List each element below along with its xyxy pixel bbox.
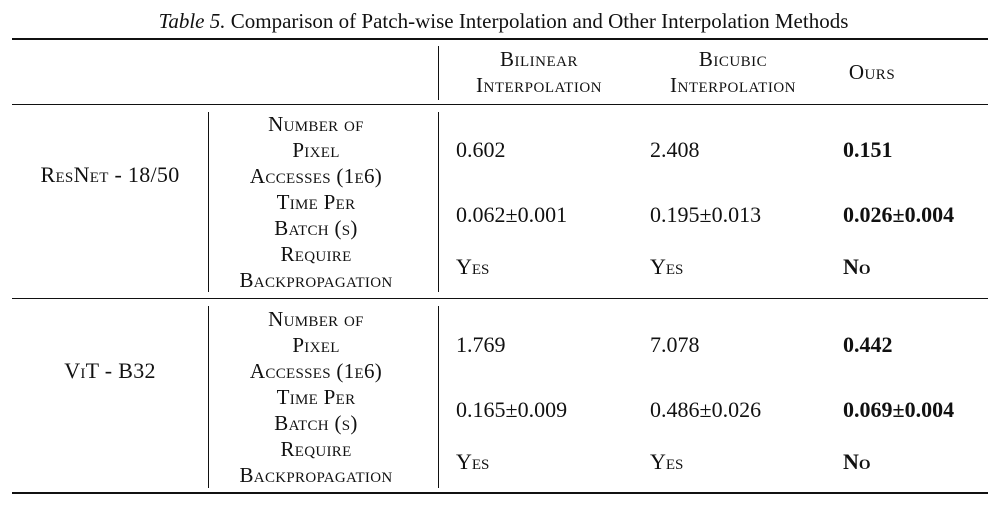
cell-bilinear: 1.769 xyxy=(456,332,506,357)
cell-ours: 0.026±0.004 xyxy=(843,202,955,227)
caption-text: Comparison of Patch-wise Interpolation a… xyxy=(230,9,849,33)
metric-line: Time Per xyxy=(276,385,356,409)
metric-line: Batch (s) xyxy=(274,411,358,435)
cell-bilinear: Yes xyxy=(456,449,490,474)
cell-ours: No xyxy=(843,449,871,474)
metric-line: Pixel xyxy=(292,333,340,357)
metric-line: Require xyxy=(280,437,352,461)
cell-bilinear: Yes xyxy=(456,254,490,279)
metric-divider-1 xyxy=(438,112,439,292)
model-divider-2 xyxy=(208,306,209,488)
metric-line: Require xyxy=(280,242,352,266)
model-divider-1 xyxy=(208,112,209,292)
cell-ours: 0.069±0.004 xyxy=(843,397,955,422)
header-rule xyxy=(12,104,988,105)
header-bilinear-line2: Interpolation xyxy=(476,73,602,97)
cell-bicubic: 7.078 xyxy=(650,332,700,357)
header-bilinear: Bilinear Interpolation xyxy=(450,46,628,98)
cell-bicubic: 0.486±0.026 xyxy=(650,397,762,422)
header-bicubic-line1: Bicubic xyxy=(698,47,768,71)
header-ours-label: Ours xyxy=(848,60,896,84)
model-resnet: ResNet - 18/50 xyxy=(40,162,180,187)
header-bilinear-line1: Bilinear xyxy=(500,47,578,71)
metric-line: Batch (s) xyxy=(274,216,358,240)
metric-line: Accesses (1e6) xyxy=(249,359,383,383)
cell-bicubic: Yes xyxy=(650,449,684,474)
cell-ours: 0.442 xyxy=(843,332,893,357)
bottom-rule xyxy=(12,492,988,494)
metric-line: Pixel xyxy=(292,138,340,162)
metric-line: Number of xyxy=(268,307,364,331)
metric-require-backprop: Require Backpropagation xyxy=(210,241,422,293)
cell-ours: 0.151 xyxy=(843,137,893,162)
model-vit: ViT - B32 xyxy=(64,358,156,383)
header-bicubic-line2: Interpolation xyxy=(670,73,796,97)
metric-pixel-accesses: Number of Pixel Accesses (1e6) xyxy=(210,306,422,384)
group-rule xyxy=(12,298,988,299)
metric-divider-2 xyxy=(438,306,439,488)
cell-bicubic: 2.408 xyxy=(650,137,700,162)
header-ours: Ours xyxy=(830,59,914,85)
metric-time-per-batch: Time Per Batch (s) xyxy=(210,384,422,436)
cell-bilinear: 0.602 xyxy=(456,137,506,162)
metric-line: Backpropagation xyxy=(239,463,393,487)
header-divider xyxy=(438,46,439,100)
cell-bilinear: 0.062±0.001 xyxy=(456,202,568,227)
caption-label: Table 5. xyxy=(158,9,226,33)
top-rule xyxy=(12,38,988,40)
metric-line: Backpropagation xyxy=(239,268,393,292)
metric-require-backprop: Require Backpropagation xyxy=(210,436,422,488)
cell-bicubic: Yes xyxy=(650,254,684,279)
cell-bilinear: 0.165±0.009 xyxy=(456,397,568,422)
metric-pixel-accesses: Number of Pixel Accesses (1e6) xyxy=(210,111,422,189)
metric-line: Time Per xyxy=(276,190,356,214)
header-bicubic: Bicubic Interpolation xyxy=(644,46,822,98)
metric-time-per-batch: Time Per Batch (s) xyxy=(210,189,422,241)
cell-ours: No xyxy=(843,254,871,279)
metric-line: Number of xyxy=(268,112,364,136)
cell-bicubic: 0.195±0.013 xyxy=(650,202,762,227)
table-caption: Table 5. Comparison of Patch-wise Interp… xyxy=(0,8,1007,34)
metric-line: Accesses (1e6) xyxy=(249,164,383,188)
